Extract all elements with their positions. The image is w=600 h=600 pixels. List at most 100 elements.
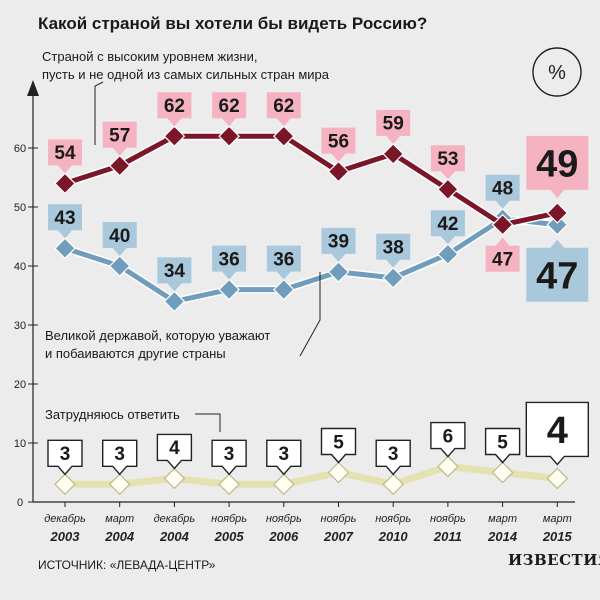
series-1-label-4: 62	[266, 92, 301, 127]
series-2-label-3-text: 36	[219, 249, 240, 270]
x-tick-year-1: 2004	[104, 529, 135, 544]
series-1-label-9-box	[526, 135, 589, 198]
series-1-label-0-text: 54	[54, 143, 76, 164]
series-2-label-7-box	[430, 210, 465, 245]
series-1-label-2-text: 62	[164, 96, 185, 117]
series-1-label-5: 56	[321, 127, 356, 162]
series-3-point-1	[108, 473, 131, 496]
x-tick-month-2: декабрь	[154, 513, 196, 525]
series-3-point-3	[218, 473, 240, 496]
series-1-name-line-1: Страной с высоким уровнем жизни,	[42, 49, 257, 64]
x-tick-year-3: 2005	[214, 529, 245, 544]
x-tick-year-7: 2011	[433, 529, 462, 544]
series-2-label-5: 39	[321, 227, 356, 262]
series-1-point-5	[327, 160, 350, 183]
x-tick-year-5: 2007	[323, 529, 354, 544]
series-2-point-0	[54, 237, 76, 260]
series-2-label-6-box	[376, 233, 411, 268]
series-2-label-3-box	[212, 245, 247, 280]
series-1-label-1-text: 57	[109, 126, 130, 147]
series-2-label-8: 48	[485, 174, 520, 209]
series-1-label-3-text: 62	[219, 96, 240, 117]
series-1-point-9	[546, 202, 569, 224]
y-tick-label-30: 30	[14, 320, 26, 332]
series-1-point-1	[108, 154, 131, 177]
series-3-label-2-box	[156, 433, 193, 470]
x-tick-month-4: ноябрь	[266, 513, 302, 525]
series-1-point-7	[437, 178, 459, 201]
series-1-point-4	[272, 125, 295, 148]
series-2-label-3: 36	[212, 245, 247, 280]
series-2-label-4: 36	[266, 245, 301, 280]
series-1-label-8-box	[485, 237, 520, 272]
series-3-label-1: 3	[102, 439, 138, 476]
series-2-point-7	[437, 243, 459, 266]
series-3-label-0: 3	[47, 439, 83, 476]
series-2-label-1-box	[102, 222, 137, 256]
y-tick-label-10: 10	[14, 438, 26, 450]
series-2-label-6: 38	[376, 233, 411, 268]
series-3-callout-line	[195, 413, 221, 432]
series-3-label-1-box	[102, 439, 138, 476]
series-2-point-9	[546, 213, 569, 236]
x-tick-year-4: 2006	[268, 529, 299, 544]
series-3-label-4-text: 3	[279, 444, 290, 465]
series-1-label-8: 47	[485, 237, 520, 272]
series-3-label-2: 4	[156, 433, 193, 470]
series-3-label-2-text: 4	[169, 438, 180, 459]
x-tick-month-6: ноябрь	[375, 513, 411, 525]
series-1-label-4-text: 62	[273, 96, 294, 117]
series-1-label-2-box	[157, 92, 192, 127]
x-tick-month-0: декабрь	[44, 513, 86, 525]
series-3	[54, 455, 569, 496]
series-2-label-0-box	[48, 204, 82, 239]
series-1-label-2: 62	[157, 92, 192, 127]
series-1-label-1-box	[102, 121, 137, 156]
unit-badge: %	[548, 62, 566, 84]
series-1-label-3: 62	[212, 92, 247, 127]
series-3-label-9-box	[525, 401, 589, 466]
series-3-point-8	[491, 461, 514, 484]
series-3-point-6	[382, 473, 405, 496]
series-3-label-3-text: 3	[224, 444, 235, 465]
series-3-point-5	[327, 461, 350, 484]
series-2-label-8-box	[485, 174, 520, 209]
series-3-point-9	[546, 467, 569, 490]
series-3-label-8-box	[484, 427, 521, 464]
x-tick-month-9: март	[543, 513, 572, 525]
series-2-label-7: 42	[430, 210, 465, 245]
series-1-point-2	[163, 125, 186, 148]
series-1-label-8-text: 47	[492, 250, 513, 271]
series-2-point-1	[108, 255, 131, 277]
series-1-name-line-2: пусть и не одной из самых сильных стран …	[42, 67, 330, 82]
series-1-point-3	[218, 125, 240, 148]
series-2-name-line-2: и побаиваются другие страны	[45, 346, 226, 361]
series-1-label-7-box	[430, 145, 465, 180]
series-3-label-8-text: 5	[497, 432, 508, 453]
series-1-point-0	[54, 172, 76, 195]
series-3-point-2	[163, 467, 186, 490]
series-1	[54, 125, 569, 236]
series-1-line	[64, 133, 558, 228]
series-3-label-5: 5	[320, 427, 357, 464]
series-2-point-2	[163, 290, 186, 313]
series-1-label-3-box	[212, 92, 247, 127]
series-3-point-4	[272, 473, 295, 496]
series-3-line	[65, 463, 558, 488]
series-3-label-9-text: 4	[547, 410, 568, 452]
series-3-label-0-text: 3	[60, 444, 71, 465]
series-2-callout-line	[299, 272, 321, 357]
series-1-label-9-text: 49	[536, 144, 578, 186]
series-2-label-5-box	[321, 227, 356, 262]
x-tick-month-3: ноябрь	[211, 513, 247, 525]
series-2-label-9-text: 47	[536, 255, 578, 297]
series-1-callout-line	[94, 81, 104, 145]
series-3-label-7-box	[430, 421, 466, 458]
series-3-point-0	[54, 473, 76, 496]
series-2-line	[64, 216, 558, 304]
series-1-label-4-box	[266, 92, 301, 127]
x-tick-month-7: ноябрь	[430, 513, 466, 525]
x-tick-year-9: 2015	[542, 529, 573, 544]
y-axis-arrow	[27, 80, 39, 96]
